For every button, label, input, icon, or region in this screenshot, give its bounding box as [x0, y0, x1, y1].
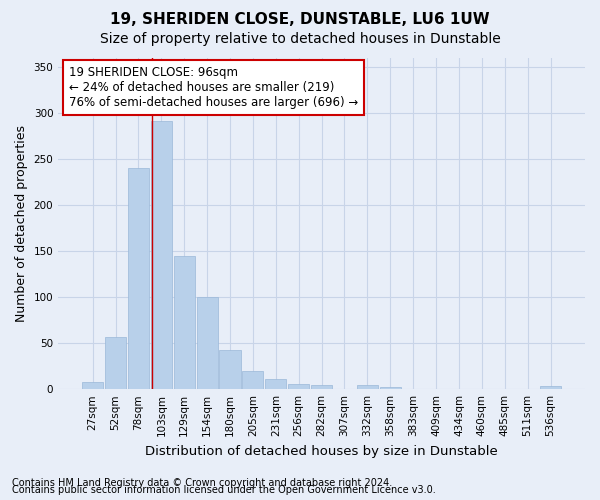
- Bar: [82, 382, 103, 389]
- Bar: [380, 388, 401, 389]
- Bar: [173, 256, 195, 389]
- Text: Contains public sector information licensed under the Open Government Licence v3: Contains public sector information licen…: [12, 485, 436, 495]
- Y-axis label: Number of detached properties: Number of detached properties: [15, 125, 28, 322]
- Bar: [128, 168, 149, 389]
- Text: Contains HM Land Registry data © Crown copyright and database right 2024.: Contains HM Land Registry data © Crown c…: [12, 478, 392, 488]
- Text: Size of property relative to detached houses in Dunstable: Size of property relative to detached ho…: [100, 32, 500, 46]
- Text: 19, SHERIDEN CLOSE, DUNSTABLE, LU6 1UW: 19, SHERIDEN CLOSE, DUNSTABLE, LU6 1UW: [110, 12, 490, 28]
- Bar: [357, 386, 378, 389]
- Bar: [197, 297, 218, 389]
- Bar: [288, 384, 309, 389]
- Bar: [151, 121, 172, 389]
- Bar: [105, 336, 126, 389]
- Bar: [311, 386, 332, 389]
- X-axis label: Distribution of detached houses by size in Dunstable: Distribution of detached houses by size …: [145, 444, 498, 458]
- Bar: [540, 386, 561, 389]
- Bar: [265, 379, 286, 389]
- Text: 19 SHERIDEN CLOSE: 96sqm
← 24% of detached houses are smaller (219)
76% of semi-: 19 SHERIDEN CLOSE: 96sqm ← 24% of detach…: [69, 66, 358, 109]
- Bar: [220, 350, 241, 389]
- Bar: [242, 371, 263, 389]
